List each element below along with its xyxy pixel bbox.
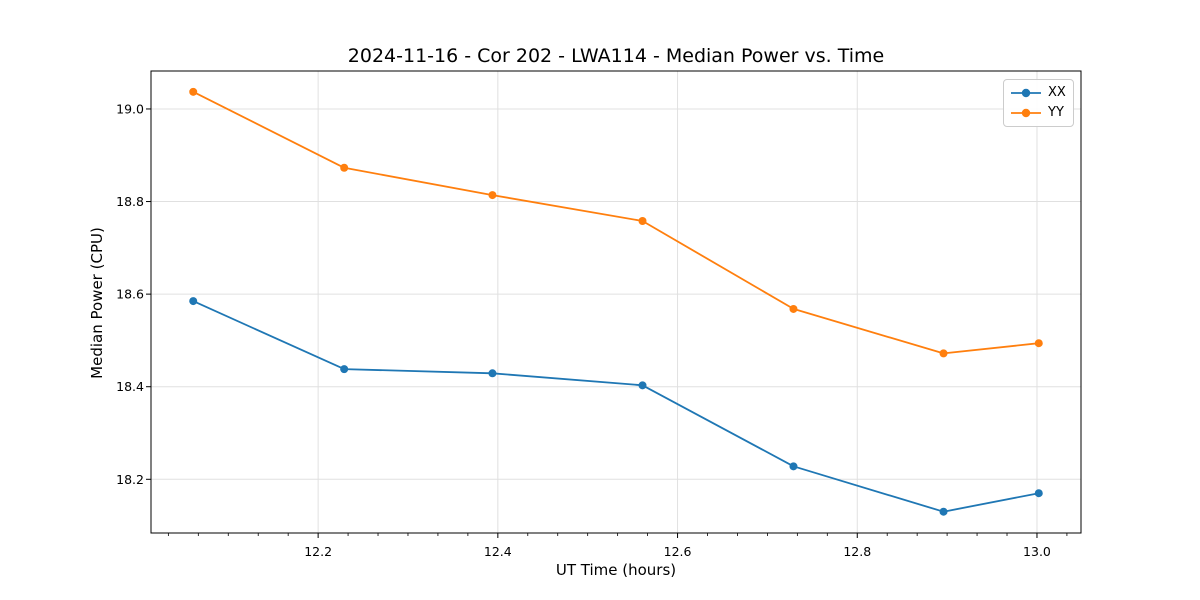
plot-frame [150,70,1082,534]
legend-entry-XX: XX [1010,84,1066,102]
legend-label-XX: XX [1048,85,1066,100]
series-line-XX [192,300,1039,513]
data-point-XX [189,297,198,306]
legend: XX YY [1003,79,1074,127]
y-tick-label: 18.8 [116,194,144,209]
chart-title: 2024-11-16 - Cor 202 - LWA114 - Median P… [347,45,885,67]
data-point-YY [939,349,948,358]
data-point-XX [789,462,798,471]
legend-entry-YY: YY [1010,104,1066,122]
y-tick-label: 18.4 [116,379,144,394]
data-point-XX [488,369,497,378]
y-tick-label: 18.6 [116,287,144,302]
data-point-YY [340,163,349,172]
legend-marker-XX [1011,88,1041,98]
data-point-XX [939,507,948,516]
x-axis-label: UT Time (hours) [555,561,677,579]
series-line-YY [192,90,1039,355]
data-point-YY [638,216,647,225]
data-point-XX [638,381,647,390]
x-tick-label: 12.2 [304,544,332,559]
x-tick-label: 12.6 [664,544,692,559]
data-point-YY [789,304,798,313]
data-point-YY [488,191,497,200]
data-point-YY [189,87,198,96]
y-tick-label: 18.2 [116,472,144,487]
x-tick-label: 13.0 [1023,544,1051,559]
x-tick-label: 12.4 [484,544,512,559]
x-tick-label: 12.8 [843,544,871,559]
data-point-YY [1034,339,1043,348]
y-tick-label: 19.0 [116,101,144,116]
legend-marker-YY [1011,108,1041,118]
y-axis-label: Median Power (CPU) [88,227,106,379]
data-point-XX [1034,489,1043,498]
data-point-XX [340,365,349,374]
legend-label-YY: YY [1048,105,1064,120]
